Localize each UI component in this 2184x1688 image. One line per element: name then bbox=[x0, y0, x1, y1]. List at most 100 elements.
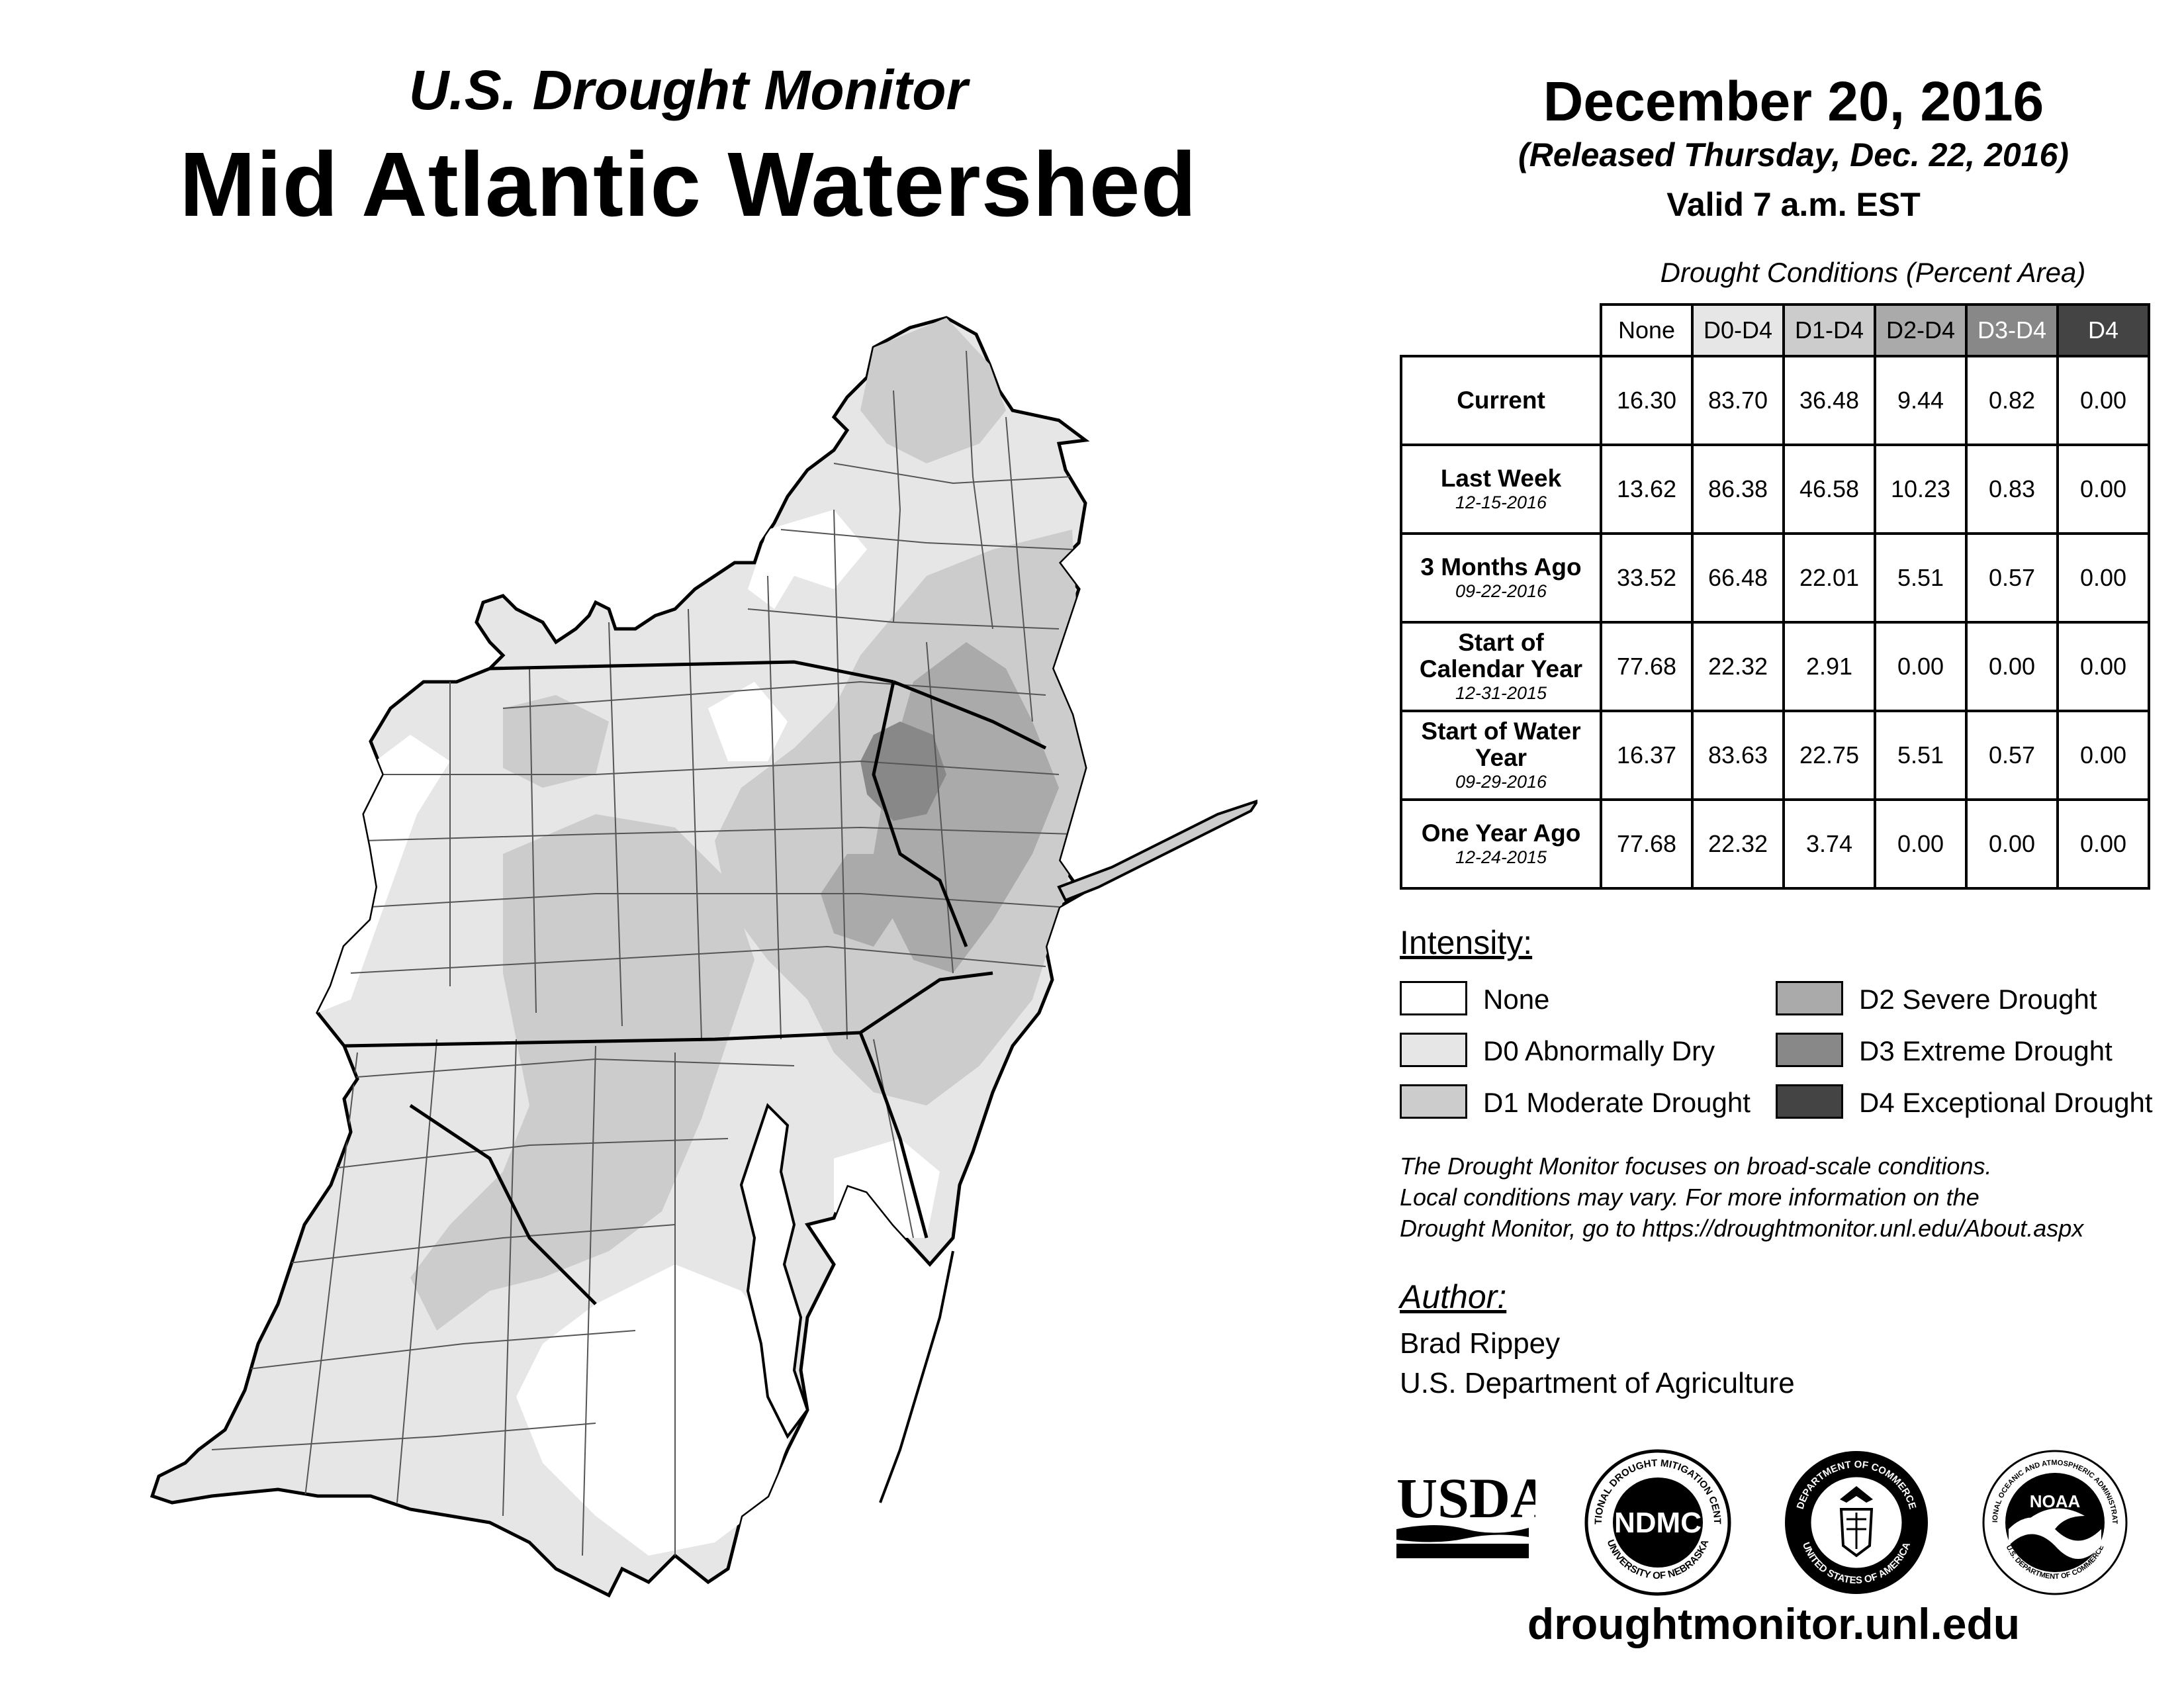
cell-value: 77.68 bbox=[1600, 798, 1694, 890]
row-date: 09-22-2016 bbox=[1455, 581, 1547, 601]
row-date: 12-15-2016 bbox=[1455, 492, 1547, 512]
table-row: Current 16.30 83.70 36.48 9.44 0.82 0.00 bbox=[1400, 355, 2150, 446]
legend-swatch bbox=[1776, 1033, 1843, 1067]
county-lines bbox=[211, 350, 1073, 1556]
author-heading: Author: bbox=[1400, 1278, 1507, 1315]
cell-value: 0.00 bbox=[2056, 444, 2150, 535]
table-row: 3 Months Ago 09-22-2016 33.52 66.48 22.01… bbox=[1400, 532, 2150, 624]
table-row: One Year Ago 12-24-2015 77.68 22.32 3.74 … bbox=[1400, 798, 2150, 890]
row-label-text: Start of Water Year bbox=[1421, 718, 1581, 771]
col-d2-d4: D2-D4 bbox=[1874, 303, 1968, 357]
table-header-row: None D0-D4 D1-D4 D2-D4 D3-D4 D4 bbox=[1401, 303, 2150, 357]
cell-value: 0.00 bbox=[2056, 798, 2150, 890]
doc-seal: DEPARTMENT OF COMMERCE UNITED STATES OF … bbox=[1785, 1451, 1928, 1594]
noaa-logo-text: NOAA bbox=[2030, 1491, 2081, 1511]
legend-swatch bbox=[1776, 1084, 1843, 1119]
legend-swatch bbox=[1400, 1033, 1467, 1067]
table-row: Start of Water Year 09-29-2016 16.37 83.6… bbox=[1400, 710, 2150, 801]
table-caption: Drought Conditions (Percent Area) bbox=[1660, 257, 2086, 288]
row-label-text: Current bbox=[1457, 387, 1545, 414]
drought-map bbox=[150, 316, 1257, 1598]
area-none-south bbox=[516, 1264, 794, 1556]
col-d4: D4 bbox=[2056, 303, 2150, 357]
cell-value: 2.91 bbox=[1782, 621, 1876, 712]
row-date: 12-31-2015 bbox=[1455, 683, 1547, 703]
row-label-text: Last Week bbox=[1440, 465, 1562, 492]
area-d1-nw bbox=[503, 695, 609, 788]
cell-value: 0.00 bbox=[1874, 798, 1968, 890]
area-none-central bbox=[708, 682, 788, 761]
note-line: The Drought Monitor focuses on broad-sca… bbox=[1400, 1152, 1992, 1180]
author-organization: U.S. Department of Agriculture bbox=[1400, 1367, 1795, 1399]
barrier-islands bbox=[879, 1250, 954, 1503]
cell-value: 77.68 bbox=[1600, 621, 1694, 712]
ndmc-logo-text: NDMC bbox=[1614, 1507, 1702, 1539]
legend-label: None bbox=[1483, 984, 1550, 1015]
cell-value: 0.00 bbox=[1965, 621, 2059, 712]
legend-swatch bbox=[1776, 981, 1843, 1015]
cell-value: 3.74 bbox=[1782, 798, 1876, 890]
cell-value: 0.00 bbox=[1965, 798, 2059, 890]
cell-value: 22.75 bbox=[1782, 710, 1876, 801]
cell-value: 36.48 bbox=[1782, 355, 1876, 446]
row-label-text: One Year Ago bbox=[1421, 820, 1581, 847]
row-label: Last Week 12-15-2016 bbox=[1400, 444, 1602, 535]
map-subtitle: U.S. Drought Monitor bbox=[408, 59, 968, 121]
row-label-text: 3 Months Ago bbox=[1420, 553, 1582, 581]
area-none-west bbox=[318, 735, 450, 1013]
cell-value: 66.48 bbox=[1691, 532, 1785, 624]
cell-value: 5.51 bbox=[1874, 532, 1968, 624]
cell-value: 0.83 bbox=[1965, 444, 2059, 535]
area-d1-north bbox=[860, 318, 1006, 463]
legend-label: D2 Severe Drought bbox=[1859, 984, 2097, 1015]
legend-label: D1 Moderate Drought bbox=[1483, 1087, 1751, 1118]
row-label: Start of Water Year 09-29-2016 bbox=[1400, 710, 1602, 801]
usda-logo-text: USDA bbox=[1396, 1466, 1535, 1530]
valid-time: Valid 7 a.m. EST bbox=[1666, 186, 1921, 223]
chesapeake-bay bbox=[739, 1103, 809, 1439]
cell-value: 16.30 bbox=[1600, 355, 1694, 446]
long-island bbox=[1057, 799, 1257, 902]
cell-value: 22.01 bbox=[1782, 532, 1876, 624]
cell-value: 0.00 bbox=[2056, 355, 2150, 446]
table-corner bbox=[1401, 305, 1602, 357]
cell-value: 0.57 bbox=[1965, 710, 2059, 801]
legend-swatch bbox=[1400, 981, 1467, 1015]
legend-label: D0 Abnormally Dry bbox=[1483, 1035, 1715, 1066]
col-none: None bbox=[1600, 303, 1694, 357]
area-d2-east bbox=[874, 642, 1059, 973]
row-label: One Year Ago 12-24-2015 bbox=[1400, 798, 1602, 890]
row-label: Current bbox=[1400, 355, 1602, 446]
release-date: (Released Thursday, Dec. 22, 2016) bbox=[1518, 136, 2069, 173]
legend-label: D3 Extreme Drought bbox=[1859, 1035, 2113, 1066]
cell-value: 83.70 bbox=[1691, 355, 1785, 446]
website-link[interactable]: droughtmonitor.unl.edu bbox=[1527, 1599, 2021, 1648]
drought-stats-table: None D0-D4 D1-D4 D2-D4 D3-D4 D4 Current … bbox=[1400, 303, 2150, 890]
legend-label: D4 Exceptional Drought bbox=[1859, 1087, 2153, 1118]
cell-value: 22.32 bbox=[1691, 621, 1785, 712]
legend-swatch bbox=[1400, 1084, 1467, 1119]
table-row: Start of Calendar Year 12-31-2015 77.68 2… bbox=[1400, 621, 2150, 712]
cell-value: 13.62 bbox=[1600, 444, 1694, 535]
cell-value: 16.37 bbox=[1600, 710, 1694, 801]
row-date: 12-24-2015 bbox=[1455, 847, 1547, 867]
legend-title: Intensity: bbox=[1400, 924, 1533, 961]
noaa-logo: NATIONAL OCEANIC AND ATMOSPHERIC ADMINIS… bbox=[1979, 1446, 2128, 1595]
valid-date: December 20, 2016 bbox=[1543, 70, 2044, 132]
author-name: Brad Rippey bbox=[1400, 1327, 1561, 1360]
note-line: Drought Monitor, go to https://droughtmo… bbox=[1400, 1215, 2084, 1242]
disclaimer-note: The Drought Monitor focuses on broad-sca… bbox=[1400, 1150, 2181, 1244]
area-d1-central bbox=[410, 814, 754, 1331]
state-lines bbox=[343, 660, 1047, 1305]
cell-value: 0.57 bbox=[1965, 532, 2059, 624]
row-label: 3 Months Ago 09-22-2016 bbox=[1400, 532, 1602, 624]
cell-value: 10.23 bbox=[1874, 444, 1968, 535]
ndmc-logo: NATIONAL DROUGHT MITIGATION CENTER UNIVE… bbox=[1582, 1446, 1731, 1596]
note-line: Local conditions may vary. For more info… bbox=[1400, 1184, 1979, 1211]
cell-value: 83.63 bbox=[1691, 710, 1785, 801]
cell-value: 0.00 bbox=[1874, 621, 1968, 712]
cell-value: 22.32 bbox=[1691, 798, 1785, 890]
cell-value: 46.58 bbox=[1782, 444, 1876, 535]
cell-value: 9.44 bbox=[1874, 355, 1968, 446]
row-date: 09-29-2016 bbox=[1455, 772, 1547, 792]
